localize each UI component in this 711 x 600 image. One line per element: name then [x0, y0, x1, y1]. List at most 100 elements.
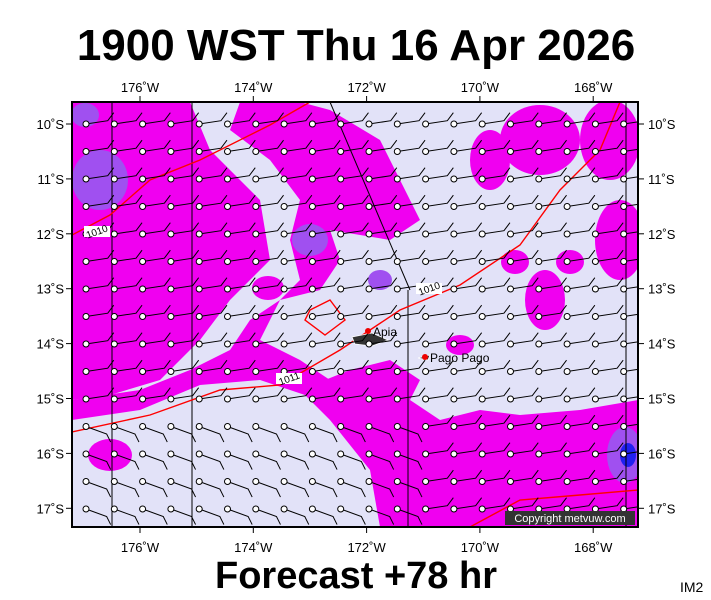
title: 1900 WST Thu 16 Apr 2026 — [77, 21, 635, 70]
barb-station — [110, 120, 118, 128]
apia-marker — [365, 328, 371, 334]
barb-station — [195, 395, 203, 403]
barb-station — [280, 230, 288, 238]
barb-station — [563, 478, 571, 485]
wind-barb — [368, 277, 398, 290]
barb-station — [535, 148, 543, 155]
barb-station — [82, 175, 90, 183]
wind-barb — [170, 277, 200, 290]
wind-barb — [312, 249, 341, 262]
barb-station — [82, 120, 90, 128]
barb-station — [139, 203, 147, 210]
barb-station — [507, 340, 514, 348]
wind-barb — [255, 387, 284, 400]
wind-barb — [85, 332, 115, 345]
wind-barb — [85, 139, 115, 152]
barb-station — [110, 505, 118, 513]
wind-barb — [595, 277, 624, 290]
barb-station — [82, 423, 90, 430]
barb-station — [450, 505, 458, 513]
wind-barb — [312, 222, 341, 235]
wind-barb — [397, 249, 426, 262]
barb-station — [450, 478, 458, 485]
barb-station — [82, 395, 90, 403]
wind-barb — [142, 481, 168, 498]
barb-station — [252, 340, 260, 348]
barb-station — [535, 395, 543, 403]
barb-station — [478, 368, 486, 375]
wind-barb — [595, 222, 624, 235]
wind-barb — [227, 139, 256, 152]
barb-station — [563, 368, 571, 375]
barb-station — [280, 313, 288, 320]
barb-station — [280, 450, 288, 458]
wind-barb — [255, 139, 284, 152]
barb-station — [535, 340, 543, 348]
wind-barb — [453, 304, 483, 317]
barb-station — [365, 203, 373, 210]
wind-barb — [453, 167, 483, 180]
wind-barb — [312, 277, 341, 290]
barb-station — [308, 313, 316, 320]
lon-label: 176˚W — [121, 540, 160, 555]
barb-station — [308, 203, 316, 210]
wind-barb — [425, 112, 454, 125]
wind-barb — [227, 304, 256, 317]
pago-pago-marker — [422, 354, 428, 360]
wind-barb — [170, 304, 200, 317]
barb-station — [308, 423, 316, 430]
wind-barb — [482, 497, 511, 510]
wind-barb — [170, 332, 200, 345]
wind-barb — [199, 359, 228, 372]
barb-station — [139, 175, 147, 183]
barb-station — [308, 148, 316, 155]
wind-barb — [538, 194, 567, 207]
barb-station — [252, 230, 260, 238]
place-label: Apia — [373, 325, 397, 339]
barb-station — [450, 175, 458, 183]
barb-station — [535, 120, 543, 128]
wind-barb — [482, 167, 511, 180]
barb-station — [620, 450, 628, 458]
barb-station — [365, 313, 373, 320]
wind-barb — [538, 332, 567, 345]
barb-station — [478, 340, 486, 348]
wind-barb — [510, 277, 539, 290]
barb-station — [478, 175, 486, 183]
barb-station — [167, 313, 175, 320]
wind-barb — [482, 112, 511, 125]
barb-station — [450, 148, 458, 155]
wind-barb — [284, 194, 313, 207]
barb-station — [365, 230, 373, 238]
wind-barb — [284, 277, 313, 290]
barb-station — [167, 340, 175, 348]
barb-station — [478, 148, 486, 155]
wind-barb — [453, 277, 483, 290]
max-wind-core — [620, 443, 636, 467]
wind-barb — [340, 387, 369, 400]
wind-barb — [482, 139, 511, 152]
wind-barb — [623, 286, 638, 290]
barb-station — [507, 478, 514, 485]
wind-barb — [255, 167, 284, 180]
wind-barb — [227, 508, 253, 525]
barb-station — [620, 313, 628, 320]
barb-station — [535, 478, 543, 485]
barb-station — [110, 313, 118, 320]
wind-barb — [538, 497, 567, 510]
barb-station — [591, 285, 599, 293]
barb-station — [280, 340, 288, 348]
barb-station — [422, 313, 430, 320]
barb-station — [139, 313, 147, 320]
barb-station — [224, 368, 231, 375]
wind-barb — [255, 508, 281, 525]
barb-station — [563, 148, 571, 155]
wind-barb — [340, 332, 369, 345]
wind-barb — [567, 167, 596, 180]
wind-barb — [284, 112, 313, 125]
barb-station — [337, 120, 345, 128]
barb-station — [139, 120, 147, 128]
wind-barb — [199, 453, 225, 470]
wind-barb — [85, 508, 112, 525]
